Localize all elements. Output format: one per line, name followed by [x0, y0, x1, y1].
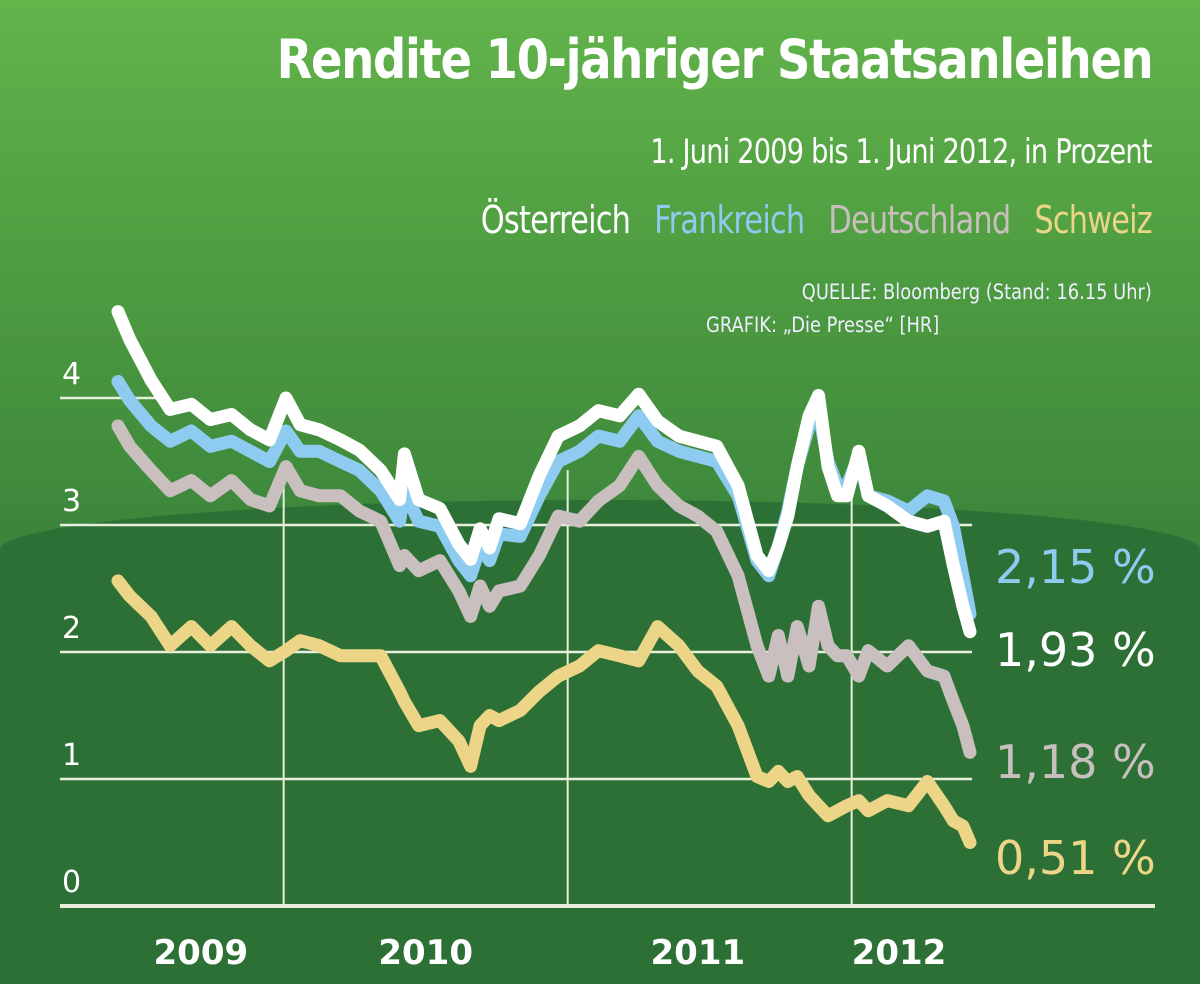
legend-item-switzerland: Schweiz	[1034, 198, 1152, 242]
end-label-österreich: 1,93 %	[995, 623, 1156, 677]
background-lower-panel	[0, 500, 1200, 984]
end-label-frankreich: 2,15 %	[995, 540, 1156, 594]
x-tick-label-2012: 2012	[852, 933, 947, 973]
credit-note: GRAFIK: „Die Presse“ [HR]	[706, 313, 940, 337]
source-note: QUELLE: Bloomberg (Stand: 16.15 Uhr)	[801, 280, 1152, 304]
y-tick-label-2: 2	[62, 611, 81, 646]
series-line-schweiz	[111, 574, 977, 849]
x-tick-label-2011: 2011	[651, 933, 746, 973]
end-label-deutschland: 1,18 %	[995, 735, 1156, 789]
chart-subtitle: 1. Juni 2009 bis 1. Juni 2012, in Prozen…	[650, 132, 1153, 172]
legend-item-germany: Deutschland	[828, 198, 1011, 242]
y-tick-label-4: 4	[62, 357, 81, 392]
x-tick-label-2010: 2010	[378, 933, 473, 973]
legend: Österreich Frankreich Deutschland Schwei…	[480, 198, 1153, 242]
legend-item-austria: Österreich	[480, 198, 631, 242]
end-label-schweiz: 0,51 %	[995, 831, 1156, 885]
y-tick-label-1: 1	[62, 738, 81, 773]
legend-item-france: Frankreich	[654, 198, 805, 242]
x-tick-label-2009: 2009	[154, 933, 249, 973]
series-line-deutschland	[111, 419, 977, 759]
series-line-österreich	[111, 305, 977, 639]
y-tick-label-3: 3	[62, 484, 81, 519]
y-tick-label-0: 0	[62, 865, 81, 900]
chart-title: Rendite 10-jähriger Staatsanleihen	[276, 28, 1153, 91]
